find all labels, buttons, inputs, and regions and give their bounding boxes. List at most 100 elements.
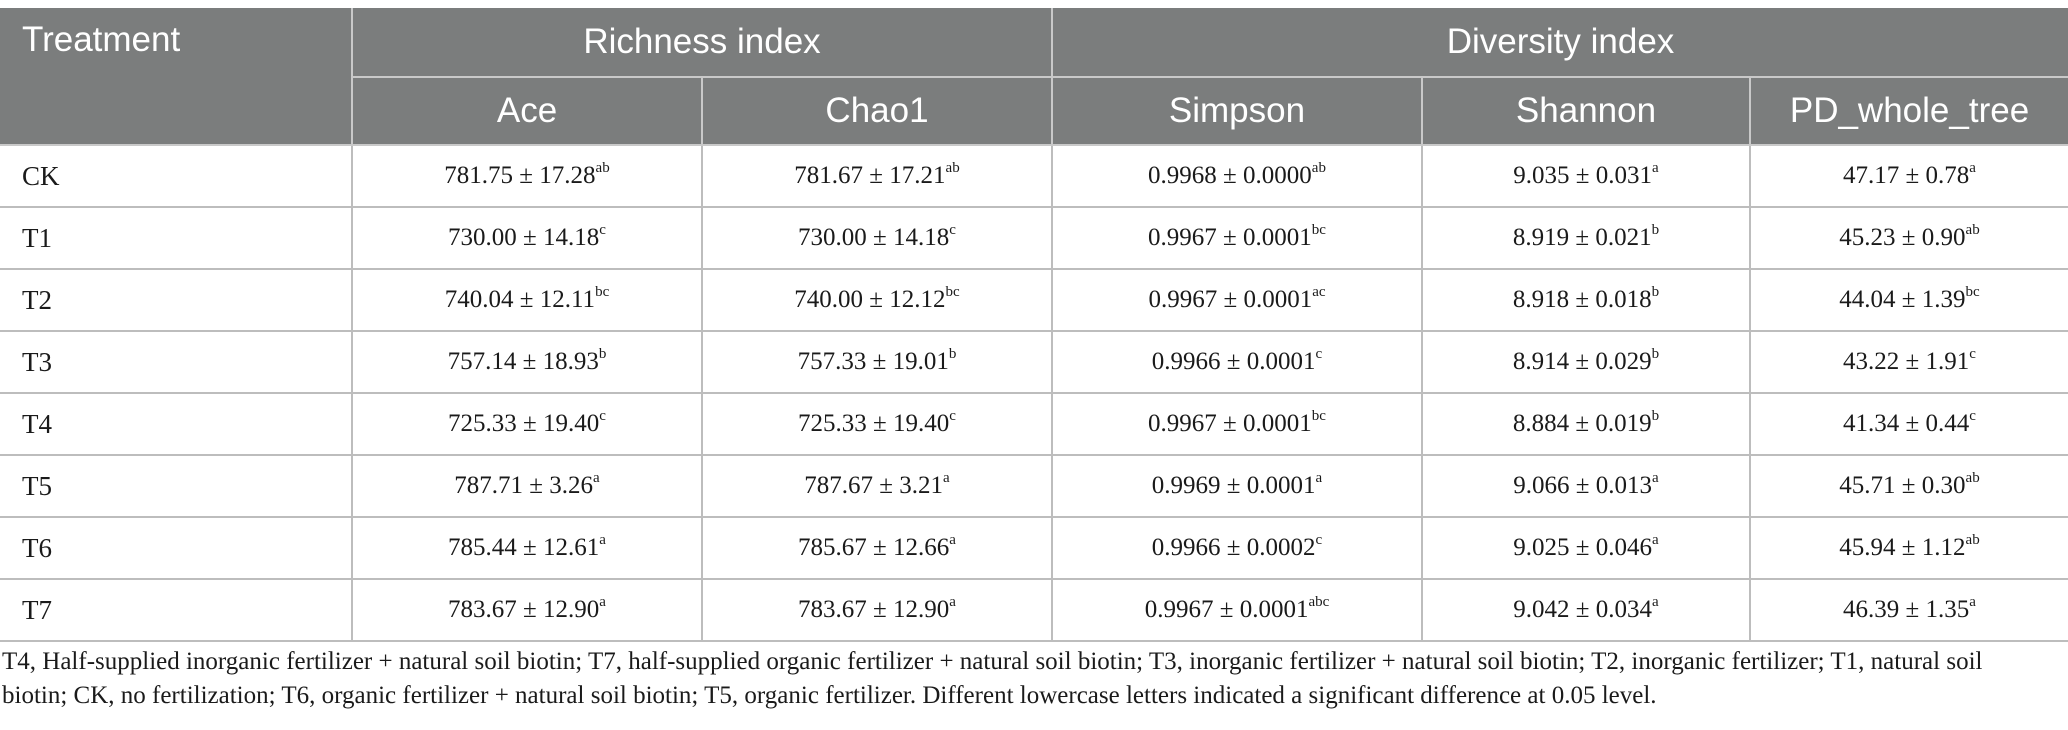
value-cell: 787.71 ± 3.26a bbox=[351, 454, 703, 518]
value-text: 45.23 ± 0.90 bbox=[1839, 224, 1966, 251]
significance-letter: b bbox=[1651, 346, 1660, 362]
diversity-table: Treatment Richness index Diversity index… bbox=[0, 8, 2068, 642]
significance-letter: b bbox=[1651, 408, 1660, 424]
value-cell: 0.9967 ± 0.0001bc bbox=[1051, 392, 1423, 456]
value-text: 41.34 ± 0.44 bbox=[1843, 410, 1970, 437]
value-text: 9.042 ± 0.034 bbox=[1513, 596, 1653, 623]
value-cell: 785.67 ± 12.66a bbox=[701, 516, 1053, 580]
header-row-columns: Ace Chao1 Simpson Shannon PD_whole_tree bbox=[0, 77, 2068, 146]
value-text: 43.22 ± 1.91 bbox=[1843, 348, 1970, 375]
value-cell: 0.9968 ± 0.0000ab bbox=[1051, 144, 1423, 208]
value-cell: 47.17 ± 0.78a bbox=[1748, 144, 2068, 208]
value-text: 0.9969 ± 0.0001 bbox=[1151, 472, 1316, 499]
value-cell: 45.94 ± 1.12ab bbox=[1748, 516, 2068, 580]
value-text: 44.04 ± 1.39 bbox=[1839, 286, 1966, 313]
significance-letter: ab bbox=[1965, 222, 1980, 238]
value-text: 45.71 ± 0.30 bbox=[1839, 472, 1966, 499]
significance-letter: a bbox=[1652, 160, 1659, 176]
value-text: 46.39 ± 1.35 bbox=[1843, 596, 1970, 623]
value-text: 757.33 ± 19.01 bbox=[797, 348, 949, 375]
significance-letter: ac bbox=[1312, 284, 1326, 300]
value-cell: 9.025 ± 0.046a bbox=[1421, 516, 1751, 580]
table-row: T7 783.67 ± 12.90a 783.67 ± 12.90a 0.9967 ±… bbox=[0, 578, 2068, 642]
value-cell: 730.00 ± 14.18c bbox=[701, 206, 1053, 270]
value-text: 0.9967 ± 0.0001 bbox=[1148, 286, 1313, 313]
significance-letter: c bbox=[1315, 532, 1323, 548]
results-table-container: Treatment Richness index Diversity index… bbox=[0, 8, 2068, 642]
value-cell: 0.9966 ± 0.0001c bbox=[1051, 330, 1423, 394]
value-cell: 0.9966 ± 0.0002c bbox=[1051, 516, 1423, 580]
significance-letter: ab bbox=[945, 160, 960, 176]
significance-letter: b bbox=[1651, 284, 1660, 300]
column-header-ace: Ace bbox=[351, 77, 703, 146]
significance-letter: ab bbox=[1965, 470, 1980, 486]
table-row: T6 785.44 ± 12.61a 785.67 ± 12.66a 0.9966 ±… bbox=[0, 516, 2068, 580]
significance-letter: a bbox=[1652, 470, 1659, 486]
value-text: 0.9968 ± 0.0000 bbox=[1148, 162, 1312, 189]
value-text: 781.75 ± 17.28 bbox=[444, 162, 596, 189]
value-text: 785.67 ± 12.66 bbox=[798, 534, 950, 561]
significance-letter: a bbox=[599, 594, 606, 610]
significance-letter: c bbox=[1969, 346, 1976, 362]
value-cell: 757.33 ± 19.01b bbox=[701, 330, 1053, 394]
value-cell: 0.9969 ± 0.0001a bbox=[1051, 454, 1423, 518]
column-header-chao1: Chao1 bbox=[701, 77, 1053, 146]
value-text: 8.884 ± 0.019 bbox=[1512, 410, 1652, 437]
value-text: 9.025 ± 0.046 bbox=[1513, 534, 1653, 561]
value-cell: 781.75 ± 17.28ab bbox=[351, 144, 703, 208]
value-cell: 0.9967 ± 0.0001bc bbox=[1051, 206, 1423, 270]
value-text: 8.919 ± 0.021 bbox=[1512, 224, 1652, 251]
treatment-cell: T7 bbox=[0, 578, 353, 642]
value-text: 8.914 ± 0.029 bbox=[1512, 348, 1652, 375]
value-cell: 781.67 ± 17.21ab bbox=[701, 144, 1053, 208]
table-row: T3 757.14 ± 18.93b 757.33 ± 19.01b 0.9966 ±… bbox=[0, 330, 2068, 394]
value-text: 725.33 ± 19.40 bbox=[798, 410, 950, 437]
significance-letter: bc bbox=[1311, 408, 1326, 424]
value-cell: 8.919 ± 0.021b bbox=[1421, 206, 1751, 270]
significance-letter: a bbox=[949, 594, 956, 610]
value-cell: 8.918 ± 0.018b bbox=[1421, 268, 1751, 332]
significance-letter: a bbox=[949, 532, 956, 548]
richness-index-header: Richness index bbox=[351, 8, 1053, 78]
significance-letter: b bbox=[948, 346, 957, 362]
value-text: 0.9967 ± 0.0001 bbox=[1144, 596, 1309, 623]
significance-letter: c bbox=[599, 222, 606, 238]
value-cell: 787.67 ± 3.21a bbox=[701, 454, 1053, 518]
value-cell: 0.9967 ± 0.0001ac bbox=[1051, 268, 1423, 332]
value-text: 730.00 ± 14.18 bbox=[448, 224, 600, 251]
value-cell: 9.035 ± 0.031a bbox=[1421, 144, 1751, 208]
value-text: 783.67 ± 12.90 bbox=[448, 596, 600, 623]
value-cell: 0.9967 ± 0.0001abc bbox=[1051, 578, 1423, 642]
treatment-header: Treatment bbox=[0, 8, 353, 146]
value-cell: 757.14 ± 18.93b bbox=[351, 330, 703, 394]
value-cell: 9.066 ± 0.013a bbox=[1421, 454, 1751, 518]
column-header-pd-whole-tree: PD_whole_tree bbox=[1748, 77, 2068, 146]
significance-letter: ab bbox=[595, 160, 610, 176]
value-text: 740.04 ± 12.11 bbox=[444, 286, 596, 313]
significance-letter: bc bbox=[595, 284, 610, 300]
value-cell: 41.34 ± 0.44c bbox=[1748, 392, 2068, 456]
diversity-index-header: Diversity index bbox=[1050, 8, 2068, 78]
significance-letter: b bbox=[1651, 222, 1660, 238]
value-cell: 46.39 ± 1.35a bbox=[1748, 578, 2068, 642]
significance-letter: b bbox=[598, 346, 607, 362]
value-text: 0.9967 ± 0.0001 bbox=[1148, 224, 1312, 251]
treatment-cell: T2 bbox=[0, 268, 353, 332]
value-text: 9.035 ± 0.031 bbox=[1513, 162, 1653, 189]
value-text: 725.33 ± 19.40 bbox=[448, 410, 600, 437]
significance-letter: a bbox=[943, 470, 950, 486]
value-cell: 783.67 ± 12.90a bbox=[701, 578, 1053, 642]
table-row: T2 740.04 ± 12.11bc 740.00 ± 12.12bc 0.9967… bbox=[0, 268, 2068, 332]
column-header-shannon: Shannon bbox=[1421, 77, 1751, 146]
treatment-cell: T4 bbox=[0, 392, 353, 456]
value-cell: 45.23 ± 0.90ab bbox=[1748, 206, 2068, 270]
value-text: 740.00 ± 12.12 bbox=[794, 286, 946, 313]
table-row: T5 787.71 ± 3.26a 787.67 ± 3.21a 0.9969 ± 0… bbox=[0, 454, 2068, 518]
significance-letter: c bbox=[599, 408, 606, 424]
significance-letter: ab bbox=[1311, 160, 1326, 176]
value-cell: 740.00 ± 12.12bc bbox=[701, 268, 1053, 332]
significance-letter: ab bbox=[1965, 532, 1980, 548]
significance-letter: a bbox=[1969, 594, 1976, 610]
significance-letter: bc bbox=[1311, 222, 1326, 238]
header-row-group: Treatment Richness index Diversity index bbox=[0, 8, 2068, 146]
